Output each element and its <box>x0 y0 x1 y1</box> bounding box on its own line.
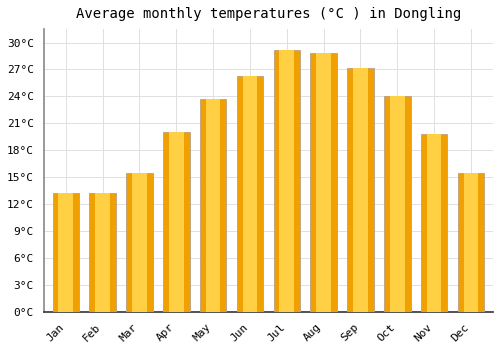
Bar <box>52 193 79 312</box>
Bar <box>421 134 448 312</box>
Bar <box>169 132 184 312</box>
Bar <box>347 68 374 312</box>
Bar <box>132 173 146 312</box>
Bar <box>90 194 116 312</box>
Bar <box>384 96 410 312</box>
Bar <box>280 50 294 312</box>
Bar <box>464 173 478 312</box>
Bar <box>310 53 337 312</box>
Title: Average monthly temperatures (°C ) in Dongling: Average monthly temperatures (°C ) in Do… <box>76 7 461 21</box>
Bar <box>458 173 484 312</box>
Bar <box>316 53 331 312</box>
Bar <box>96 194 110 312</box>
Bar <box>353 68 368 312</box>
Bar <box>274 50 300 312</box>
Bar <box>126 173 152 312</box>
Bar <box>236 76 263 312</box>
Bar <box>390 96 404 312</box>
Bar <box>242 76 257 312</box>
Bar <box>163 132 190 312</box>
Bar <box>58 193 73 312</box>
Bar <box>206 99 220 312</box>
Bar <box>427 134 442 312</box>
Bar <box>200 99 226 312</box>
